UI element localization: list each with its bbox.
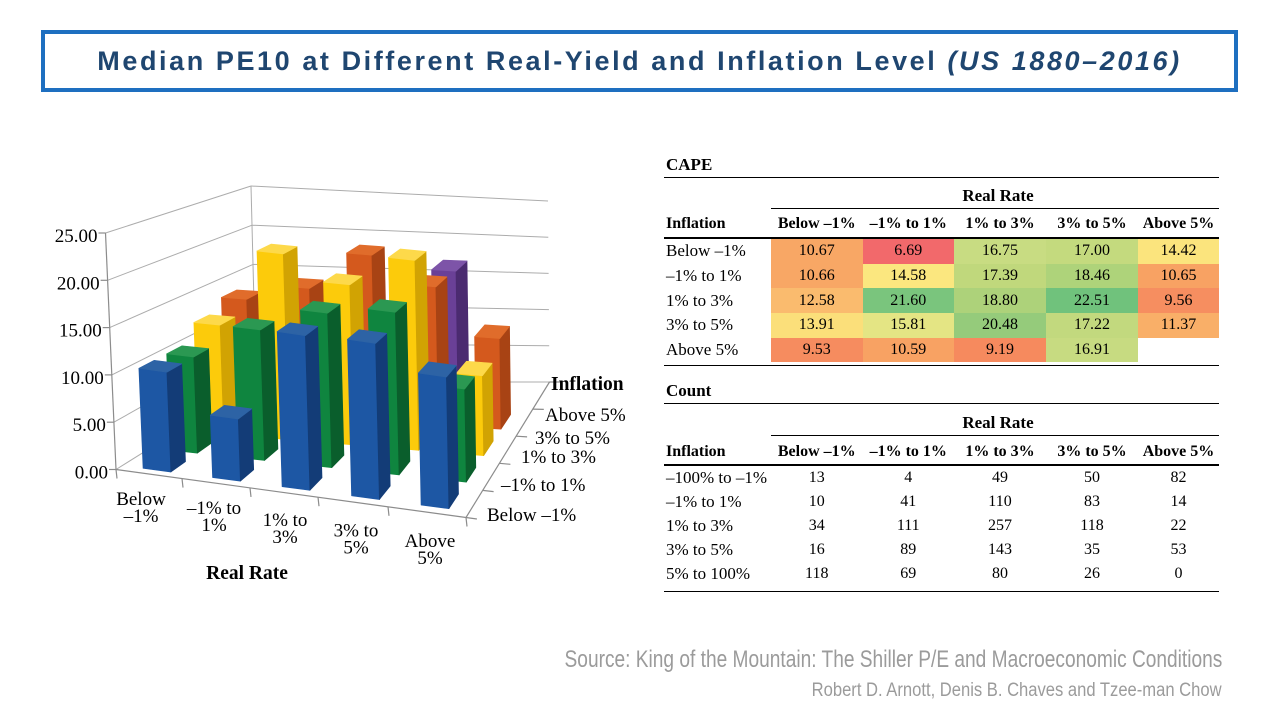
svg-text:1% to 3%: 1% to 3% [521, 447, 596, 468]
svg-text:–1% to1%: –1% to 1% [186, 498, 241, 536]
svg-text:3% to 5%: 3% to 5% [535, 428, 610, 449]
svg-text:20.00: 20.00 [57, 273, 100, 294]
svg-text:Below–1%: Below –1% [116, 489, 166, 527]
svg-text:1% to3%: 1% to 3% [263, 510, 308, 548]
svg-text:5.00: 5.00 [73, 415, 106, 436]
svg-text:10.00: 10.00 [61, 368, 104, 389]
svg-text:Above 5%: Above 5% [545, 405, 626, 426]
svg-text:3% to5%: 3% to 5% [334, 521, 379, 559]
svg-text:Below –1%: Below –1% [487, 505, 576, 526]
svg-text:Inflation: Inflation [551, 374, 624, 395]
svg-text:–1% to 1%: –1% to 1% [500, 475, 586, 496]
svg-text:25.00: 25.00 [55, 226, 98, 247]
svg-text:0.00: 0.00 [75, 463, 108, 484]
svg-text:15.00: 15.00 [59, 321, 102, 342]
svg-text:Real Rate: Real Rate [206, 563, 288, 584]
